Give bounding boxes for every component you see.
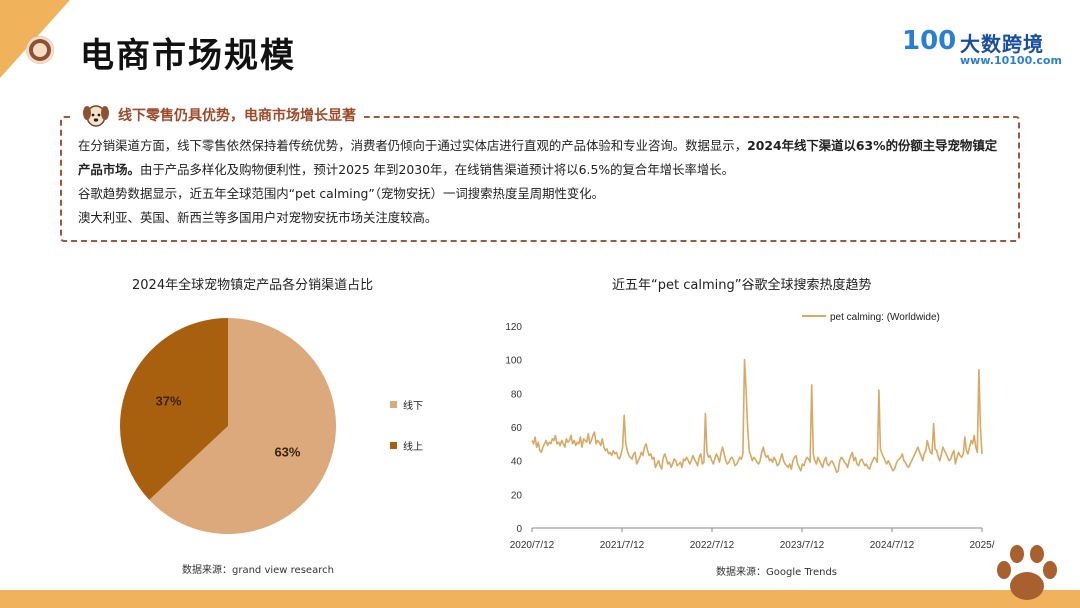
x-tick-label: 2021/7/12 <box>600 540 645 551</box>
y-tick-label: 40 <box>511 457 523 468</box>
legend-swatch-offline <box>390 401 397 408</box>
pie-slice-online <box>119 318 228 500</box>
info-box-heading: 线下零售仍具优势，电商市场增长显著 <box>118 108 356 124</box>
paragraph-2: 谷歌趋势数据显示，近五年全球范围内“pet calming”（宠物安抚）一词搜索… <box>78 186 605 201</box>
paragraph-1: 在分销渠道方面，线下零售依然保持着传统优势，消费者仍倾向于通过实体店进行直观的产… <box>78 134 1003 182</box>
y-tick-label: 20 <box>511 490 523 501</box>
pie-label-offline: 63% <box>274 445 300 460</box>
logo-url: www.10100.com <box>960 54 1062 67</box>
pie-chart: 63% 37% <box>119 318 336 534</box>
info-box <box>60 116 1020 242</box>
dog-icon <box>83 105 109 127</box>
y-tick-label: 100 <box>505 356 522 367</box>
info-box-text: 在分销渠道方面，线下零售依然保持着传统优势，消费者仍倾向于通过实体店进行直观的产… <box>78 134 1003 230</box>
y-tick-label: 120 <box>505 322 522 333</box>
x-tick-label: 2023/7/12 <box>780 540 825 551</box>
pie-chart-title: 2024年全球宠物镇定产品各分销渠道占比 <box>132 278 374 293</box>
pie-label-online: 37% <box>156 393 182 408</box>
pie-source: 数据来源：grand view research <box>182 565 334 576</box>
y-tick-label: 0 <box>516 524 522 535</box>
series-line-pet-calming <box>531 358 983 474</box>
paragraph-1-text-a: 在分销渠道方面，线下零售依然保持着传统优势，消费者仍倾向于通过实体店进行直观的产… <box>78 138 748 153</box>
page-title: 电商市场规模 <box>80 36 296 76</box>
line-chart-title: 近五年“pet calming”谷歌全球搜索热度趋势 <box>612 278 872 293</box>
y-tick-label: 80 <box>511 389 523 400</box>
legend-label-offline: 线下 <box>403 401 423 412</box>
x-tick-label: 2020/7/12 <box>510 540 555 551</box>
paragraph-1-text-b: 由于产品多样化及购物便利性，预计2025 年到2030年，在线销售渠道预计将以6… <box>139 162 735 177</box>
paragraph-3: 澳大利亚、英国、新西兰等多国用户对宠物安抚市场关注度较高。 <box>78 210 438 225</box>
title-bullet-icon <box>26 36 54 64</box>
line-chart: 0 20 40 60 80 100 120 2020/7/12 2021/7/12 2022/7/… <box>505 312 994 551</box>
logo-mark-icon: 100 <box>902 26 957 56</box>
legend-swatch-online <box>390 442 397 449</box>
legend-label-online: 线上 <box>403 442 423 453</box>
paw-icon <box>997 545 1057 600</box>
logo-text: 大数跨境 <box>960 32 1044 56</box>
x-tick-label: 2024/7/12 <box>870 540 915 551</box>
line-source: 数据来源：Google Trends <box>716 567 838 578</box>
paragraph-1-bold: 2024年线下渠道以63%的份额主导宠物镇定产品市场。 <box>78 138 998 177</box>
pie-slice-offline <box>149 318 336 534</box>
pie-legend-item-offline: 线下 <box>390 397 423 412</box>
info-box-header: 线下零售仍具优势，电商市场增长显著 <box>74 100 364 130</box>
y-tick-label: 60 <box>511 423 523 434</box>
x-tick-label: 2025/ <box>969 540 994 551</box>
line-legend-label: pet calming: (Worldwide) <box>830 312 940 323</box>
x-tick-label: 2022/7/12 <box>690 540 735 551</box>
pie-legend-item-online: 线上 <box>390 438 423 453</box>
brand-logo: 100 大数跨境 www.10100.com <box>902 22 1062 70</box>
bottom-band <box>0 590 1080 608</box>
